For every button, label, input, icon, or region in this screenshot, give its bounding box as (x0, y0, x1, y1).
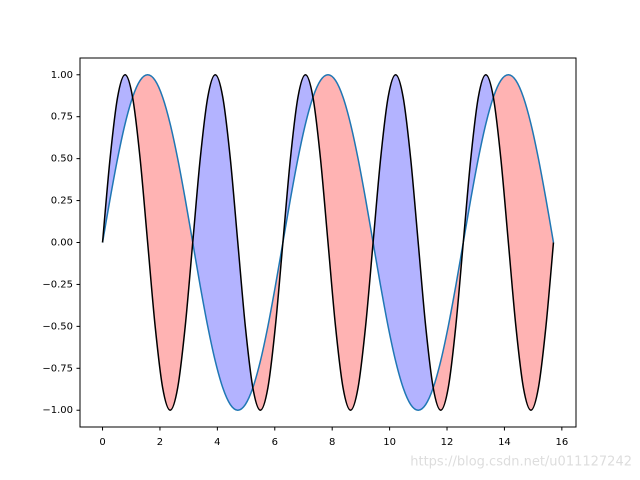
y-tick-label: 0.50 (51, 154, 73, 165)
y-tick-label: 0.25 (51, 196, 73, 207)
x-tick-label: 10 (383, 437, 396, 448)
y-tick-label: −0.25 (42, 279, 73, 290)
fill-region (252, 242, 283, 411)
line-series (101, 74, 555, 411)
fill-region (433, 242, 464, 411)
watermark: https://blog.csdn.net/u011127242 (410, 455, 632, 470)
y-tick-label: 0.75 (51, 112, 73, 123)
x-tick-label: 4 (214, 437, 220, 448)
x-tick-label: 16 (555, 437, 568, 448)
fill-region (312, 74, 374, 411)
x-tick-label: 6 (272, 437, 278, 448)
x-tick-label: 14 (498, 437, 511, 448)
fill-region (373, 74, 434, 411)
fill-region (132, 74, 193, 411)
x-tick-label: 8 (329, 437, 335, 448)
fill-region (192, 74, 253, 411)
x-tick-label: 12 (441, 437, 454, 448)
x-tick-label: 0 (99, 437, 105, 448)
line-series (101, 74, 555, 411)
y-tick-label: −1.00 (42, 405, 73, 416)
y-tick-label: 0.00 (51, 238, 73, 249)
line-layer (101, 74, 555, 411)
fill-region (493, 74, 554, 411)
x-tick-label: 2 (157, 437, 163, 448)
y-tick-label: −0.50 (42, 321, 73, 332)
y-tick-label: −0.75 (42, 363, 73, 374)
y-tick-label: 1.00 (51, 70, 73, 81)
